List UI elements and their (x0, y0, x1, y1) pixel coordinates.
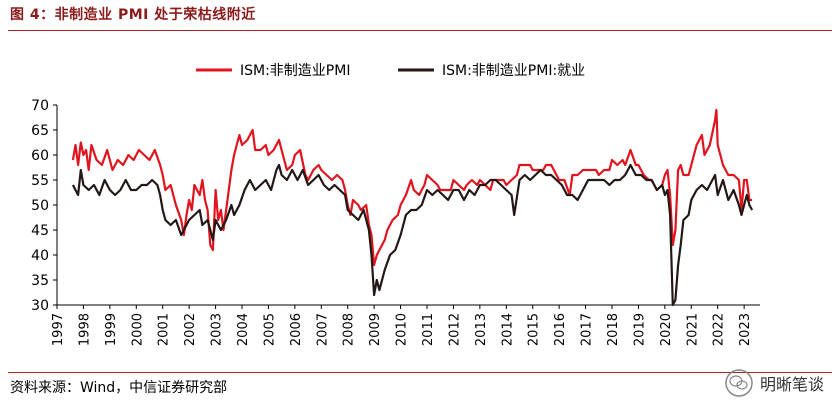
legend-label-2: ISM:非制造业PMI:就业 (442, 63, 585, 79)
x-tick-label: 2001 (157, 313, 172, 346)
x-tick-label: 2019 (632, 313, 647, 346)
x-tick-label: 2007 (315, 313, 330, 346)
x-tick-label: 2013 (474, 313, 489, 346)
watermark: 明晰笔谈 (724, 368, 824, 398)
x-tick-label: 2005 (262, 313, 277, 346)
source-note: 资料来源：Wind，中信证券研究部 (10, 380, 228, 396)
chart-axes: 30 35 40 45 50 55 60 65 70 1997 1998 1999 2000 2001 20… (31, 98, 760, 346)
y-tick-label: 60 (31, 148, 49, 164)
y-tick-label: 70 (31, 98, 49, 114)
chart-title: 图 4：非制造业 PMI 处于荣枯线附近 (10, 7, 256, 23)
x-tick-label: 2000 (130, 313, 145, 346)
y-tick-label: 45 (31, 223, 49, 239)
chart-legend: ISM:非制造业PMI ISM:非制造业PMI:就业 (196, 63, 585, 79)
x-tick-label: 2016 (553, 313, 568, 346)
series-line-2 (71, 163, 754, 307)
y-tick-label: 65 (31, 123, 49, 139)
x-tick-label: 2006 (289, 313, 304, 346)
x-tick-label: 1999 (104, 313, 119, 346)
x-tick-label: 1997 (51, 313, 66, 346)
series-line-1 (71, 108, 753, 267)
wechat-logo-icon (725, 369, 753, 397)
title-divider (8, 30, 832, 31)
y-tick-label: 55 (31, 173, 49, 189)
x-tick-label: 2008 (342, 313, 357, 346)
y-tick-label: 30 (31, 298, 49, 314)
x-tick-label: 2023 (738, 313, 753, 346)
y-tick-label: 35 (31, 273, 49, 289)
x-tick-label: 1998 (77, 313, 92, 346)
x-tick-label: 2014 (500, 313, 515, 346)
x-tick-label: 2004 (236, 313, 251, 346)
x-tick-label: 2003 (210, 313, 225, 346)
x-tick-label: 2020 (659, 313, 674, 346)
x-tick-label: 2012 (447, 313, 462, 346)
legend-label-1: ISM:非制造业PMI (240, 63, 350, 79)
line-chart: ISM:非制造业PMI ISM:非制造业PMI:就业 30 35 40 45 50 55 60… (31, 63, 760, 346)
y-tick-label: 40 (31, 248, 49, 264)
watermark-text: 明晰笔谈 (759, 375, 824, 394)
chart-lines (71, 108, 754, 307)
x-tick-label: 2018 (606, 313, 621, 346)
x-tick-label: 2011 (421, 313, 436, 346)
x-tick-label: 2017 (580, 313, 595, 346)
x-tick-label: 2015 (527, 313, 542, 346)
footer-divider (8, 372, 832, 373)
x-tick-label: 2021 (685, 313, 700, 346)
y-tick-label: 50 (31, 198, 49, 214)
x-tick-label: 2022 (712, 313, 727, 346)
x-tick-label: 2009 (368, 313, 383, 346)
x-tick-label: 2010 (395, 313, 410, 346)
x-tick-label: 2002 (183, 313, 198, 346)
